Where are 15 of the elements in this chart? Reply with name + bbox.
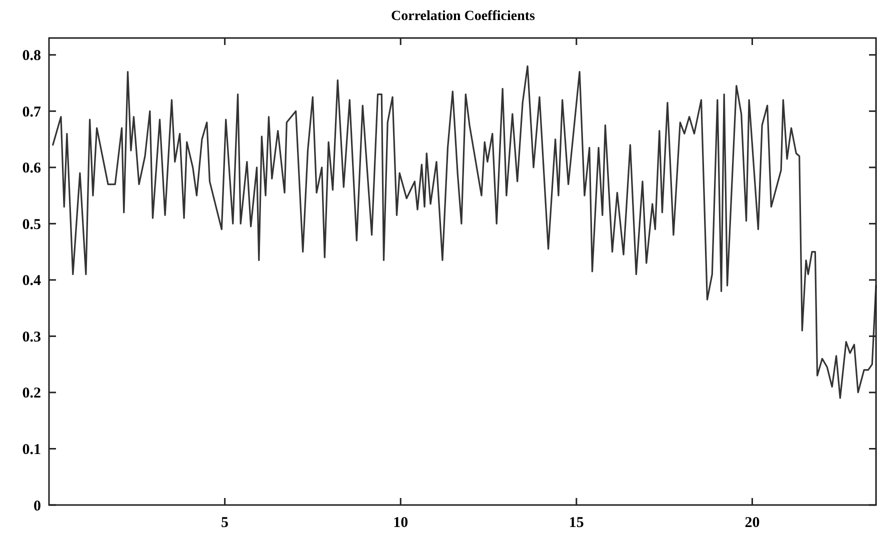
y-tick-label: 0.1 — [22, 442, 41, 458]
y-tick-label: 0.8 — [22, 48, 41, 64]
x-tick-label: 5 — [221, 515, 229, 531]
y-tick-label: 0.5 — [22, 216, 41, 233]
y-tick-label: 0.3 — [22, 329, 41, 346]
x-tick-label: 10 — [393, 515, 408, 531]
y-tick-label: 0 — [34, 498, 41, 514]
y-tick-label: 0.4 — [22, 273, 42, 290]
y-tick-label: 0.6 — [22, 160, 42, 177]
y-tick-label: 0.2 — [22, 386, 41, 402]
x-tick-label: 15 — [568, 515, 584, 531]
x-tick-label: 20 — [744, 515, 760, 531]
chart-title: Correlation Coefficients — [391, 9, 536, 24]
line-series — [52, 65, 877, 399]
y-tick-label: 0.7 — [22, 104, 42, 120]
